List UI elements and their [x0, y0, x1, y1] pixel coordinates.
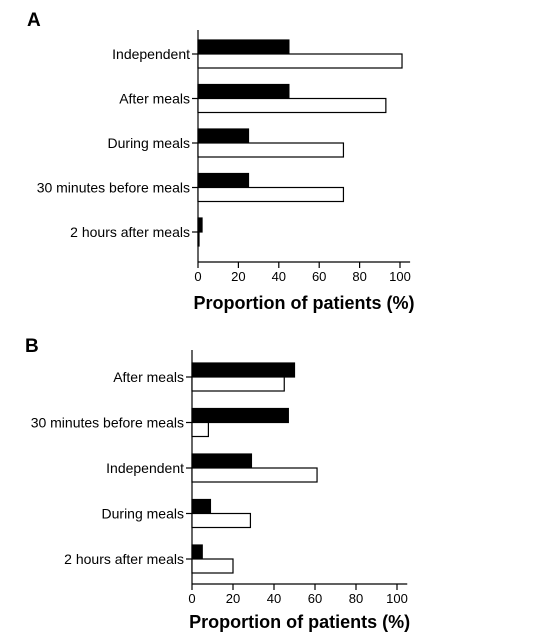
category-label: 2 hours after meals: [70, 224, 190, 240]
category-label: 30 minutes before meals: [37, 180, 190, 196]
x-tick-label: 40: [272, 269, 286, 284]
bar-open: [197, 53, 403, 69]
panel-label-b: B: [25, 336, 39, 357]
bar-open: [191, 421, 209, 438]
bar-open: [197, 186, 345, 203]
category-label: Independent: [112, 46, 190, 62]
x-tick-label: 100: [389, 269, 411, 284]
bar-open: [191, 376, 285, 392]
bar-filled: [197, 39, 290, 55]
x-tick-label: 100: [386, 591, 408, 606]
category-label: 30 minutes before meals: [31, 415, 184, 431]
bar-filled: [197, 217, 203, 233]
category-label: After meals: [113, 369, 184, 385]
category-label: After meals: [119, 91, 190, 107]
x-tick-label: 20: [231, 269, 245, 284]
bar-filled: [191, 362, 296, 378]
x-tick-label: 80: [352, 269, 366, 284]
x-axis-title: Proportion of patients (%): [194, 293, 415, 313]
panel-b: B 0 20 40 60 80 100 Proportion of patients (%) A…: [25, 336, 410, 632]
bar-filled: [197, 172, 250, 189]
panel-label-a: A: [27, 10, 41, 31]
x-tick-label: 0: [188, 591, 195, 606]
x-axis-title: Proportion of patients (%): [189, 612, 410, 632]
category-label: During meals: [108, 135, 190, 151]
x-tick-label: 60: [308, 591, 322, 606]
bar-filled: [191, 498, 212, 515]
bar-open: [197, 142, 345, 158]
bar-open: [191, 467, 318, 483]
x-tick-label: 40: [267, 591, 281, 606]
bar-filled: [191, 407, 289, 424]
bar-filled: [197, 128, 250, 144]
bar-open: [191, 558, 234, 574]
category-label: Independent: [106, 460, 184, 476]
x-tick-label: 0: [194, 269, 201, 284]
category-label: During meals: [102, 506, 184, 522]
bar-filled: [197, 83, 290, 100]
bar-open: [197, 231, 200, 247]
bar-filled: [191, 453, 253, 469]
category-label: 2 hours after meals: [64, 551, 184, 567]
bar-filled: [191, 544, 203, 560]
x-tick-label: 20: [226, 591, 240, 606]
bar-open: [191, 512, 252, 529]
x-tick-label: 80: [349, 591, 363, 606]
panel-a: A 0 20 40 60 80 100 Proportion of patients (%) I…: [27, 10, 415, 313]
x-tick-label: 60: [312, 269, 326, 284]
bar-open: [197, 97, 387, 114]
